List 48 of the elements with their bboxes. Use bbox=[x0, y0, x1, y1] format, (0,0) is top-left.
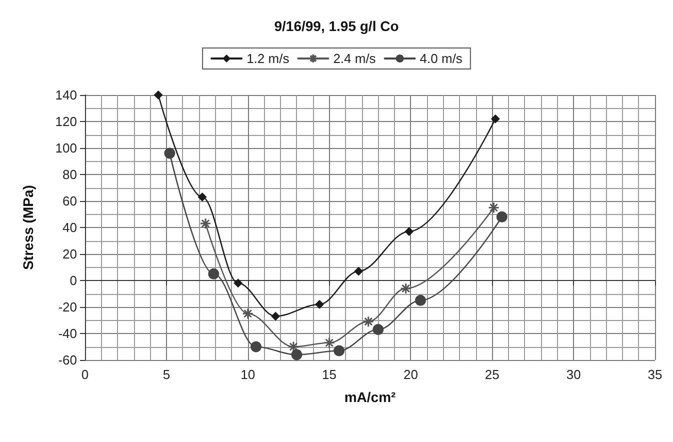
point bbox=[490, 114, 500, 124]
point bbox=[234, 278, 243, 288]
point bbox=[496, 211, 508, 222]
point bbox=[334, 345, 345, 356]
point bbox=[488, 202, 500, 214]
y-tick-label: 0 bbox=[70, 273, 77, 288]
point bbox=[154, 90, 163, 100]
point bbox=[200, 218, 212, 230]
point bbox=[271, 312, 280, 321]
point bbox=[414, 294, 426, 306]
y-tick-label: 40 bbox=[62, 220, 77, 235]
legend-label: 4.0 m/s bbox=[420, 51, 463, 66]
x-tick-label: 15 bbox=[322, 367, 337, 382]
chart-title: 9/16/99, 1.95 g/l Co bbox=[274, 18, 399, 34]
y-tick-label: 140 bbox=[55, 88, 77, 102]
y-axis-title: Stress (MPa) bbox=[20, 185, 36, 270]
point bbox=[291, 349, 302, 360]
y-tick-label: 20 bbox=[62, 246, 77, 262]
point bbox=[198, 192, 207, 202]
point bbox=[164, 148, 176, 159]
legend-label: 2.4 m/s bbox=[333, 51, 376, 66]
point bbox=[242, 308, 254, 320]
y-tick-label: -20 bbox=[58, 300, 77, 314]
x-tick-label: 0 bbox=[81, 367, 89, 382]
point bbox=[208, 268, 220, 280]
y-tick-label: -60 bbox=[58, 352, 77, 368]
point bbox=[404, 226, 414, 236]
x-tick-label: 25 bbox=[484, 367, 500, 382]
y-tick-label: 100 bbox=[55, 140, 77, 156]
y-tick-label: -40 bbox=[58, 326, 77, 341]
x-tick-label: 10 bbox=[240, 367, 256, 382]
x-tick-label: 35 bbox=[648, 367, 662, 382]
point bbox=[315, 300, 324, 309]
point bbox=[400, 282, 412, 294]
point bbox=[288, 341, 300, 352]
x-tick-label: 30 bbox=[566, 367, 581, 382]
point bbox=[324, 337, 336, 349]
point bbox=[362, 316, 374, 328]
point bbox=[354, 266, 364, 276]
x-tick-label: 5 bbox=[162, 367, 170, 382]
point bbox=[372, 324, 384, 336]
y-tick-label: 120 bbox=[55, 114, 77, 129]
point bbox=[250, 341, 262, 352]
x-axis-title: mA/cm² bbox=[344, 389, 396, 405]
y-tick-label: 80 bbox=[62, 167, 77, 182]
y-tick-label: 60 bbox=[62, 194, 77, 208]
legend-label: 1.2 m/s bbox=[246, 51, 290, 66]
x-tick-label: 20 bbox=[403, 367, 418, 382]
